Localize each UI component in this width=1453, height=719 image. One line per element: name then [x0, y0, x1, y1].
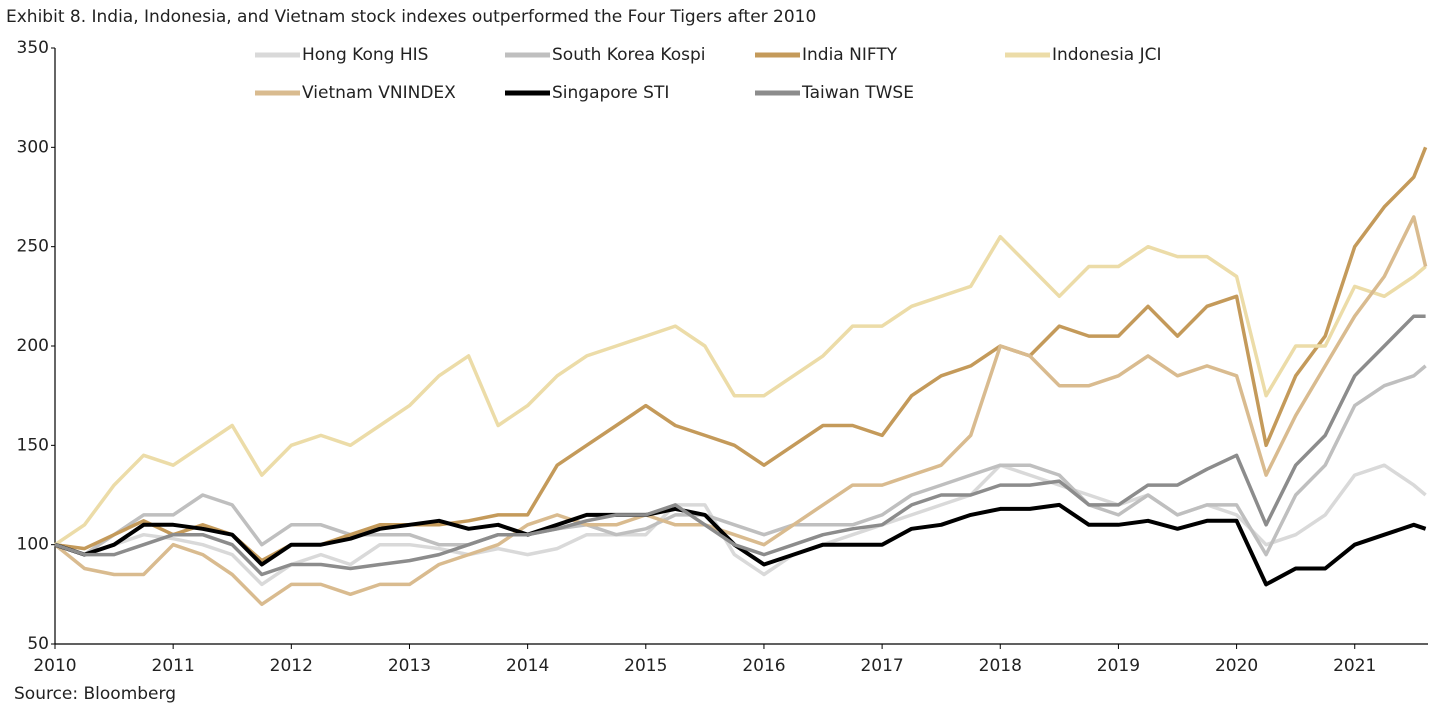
series-line — [53, 215, 1428, 607]
series-line — [54, 364, 1427, 557]
x-tick-label: 2015 — [624, 656, 667, 676]
y-tick-label: 100 — [17, 535, 49, 555]
source: Source: Bloomberg — [14, 684, 176, 704]
legend-label: Vietnam VNINDEX — [302, 83, 456, 103]
y-tick-label: 200 — [17, 336, 49, 356]
legend-label: Hong Kong HIS — [302, 45, 428, 65]
x-tick-label: 2013 — [388, 656, 431, 676]
legend-label: Indonesia JCI — [1052, 45, 1162, 65]
x-tick-label: 2014 — [506, 656, 549, 676]
x-tick-label: 2017 — [860, 656, 903, 676]
x-tick-label: 2012 — [270, 656, 313, 676]
y-tick-label: 250 — [17, 237, 49, 257]
series-line — [54, 502, 1427, 587]
series-line — [54, 314, 1426, 577]
y-tick-label: 50 — [27, 634, 49, 654]
x-tick-label: 2018 — [979, 656, 1022, 676]
x-tick-label: 2020 — [1215, 656, 1258, 676]
series-line — [54, 234, 1427, 547]
legend-label: India NIFTY — [802, 45, 898, 65]
y-tick-label: 350 — [17, 38, 49, 58]
series-line — [54, 463, 1427, 587]
legend-label: Singapore STI — [552, 83, 669, 103]
chart-title: Exhibit 8. India, Indonesia, and Vietnam… — [6, 7, 816, 27]
x-tick-label: 2021 — [1333, 656, 1376, 676]
y-tick-label: 150 — [17, 435, 49, 455]
legend-label: South Korea Kospi — [552, 45, 705, 65]
legend-label: Taiwan TWSE — [801, 83, 914, 103]
y-tick-label: 300 — [17, 137, 49, 157]
x-tick-label: 2019 — [1097, 656, 1140, 676]
x-tick-label: 2010 — [33, 656, 76, 676]
x-tick-label: 2016 — [742, 656, 785, 676]
x-tick-label: 2011 — [152, 656, 195, 676]
series-line — [54, 146, 1428, 563]
